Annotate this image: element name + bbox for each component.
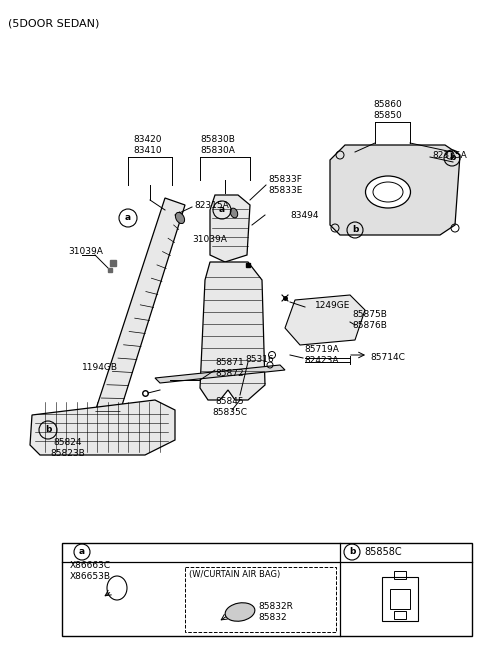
Text: b: b: [349, 548, 355, 556]
Polygon shape: [93, 198, 185, 418]
Text: 85824
85823B: 85824 85823B: [50, 438, 85, 458]
Ellipse shape: [225, 603, 255, 621]
Text: a: a: [219, 205, 225, 215]
Ellipse shape: [230, 208, 238, 218]
Text: 1194GB: 1194GB: [82, 363, 118, 373]
Text: 85830B
85830A: 85830B 85830A: [201, 135, 235, 155]
Ellipse shape: [365, 176, 410, 208]
Text: 85858C: 85858C: [364, 547, 402, 557]
Text: 85871
85872: 85871 85872: [215, 358, 244, 378]
Polygon shape: [330, 145, 460, 235]
Text: (5DOOR SEDAN): (5DOOR SEDAN): [8, 18, 99, 28]
Text: b: b: [45, 426, 51, 434]
Polygon shape: [200, 262, 265, 400]
Text: 85316: 85316: [245, 356, 274, 365]
Polygon shape: [210, 195, 250, 262]
Text: 85833F
85833E: 85833F 85833E: [268, 175, 302, 195]
Bar: [390, 589, 410, 609]
Bar: [62, 543, 472, 636]
Text: 83494: 83494: [290, 211, 319, 220]
Text: 31039A: 31039A: [68, 247, 103, 256]
Polygon shape: [30, 400, 175, 455]
Text: b: b: [352, 226, 358, 234]
Text: 85845
85835C: 85845 85835C: [213, 397, 248, 417]
Text: 83420
83410: 83420 83410: [134, 135, 162, 155]
Text: b: b: [449, 154, 455, 163]
Text: 31039A: 31039A: [192, 236, 227, 245]
Bar: [394, 571, 406, 579]
Polygon shape: [285, 295, 365, 345]
Text: a: a: [125, 213, 131, 222]
Ellipse shape: [175, 213, 185, 224]
Text: (W/CURTAIN AIR BAG): (W/CURTAIN AIR BAG): [189, 571, 280, 579]
Bar: [394, 611, 406, 619]
Polygon shape: [155, 365, 285, 383]
Text: 85714C: 85714C: [370, 354, 405, 363]
Text: 85875B
85876B: 85875B 85876B: [352, 310, 387, 330]
Text: 85719A
82423A: 85719A 82423A: [304, 345, 339, 365]
Text: 85832R
85832: 85832R 85832: [258, 602, 293, 622]
Text: a: a: [79, 548, 85, 556]
Text: 85860
85850: 85860 85850: [373, 100, 402, 120]
Text: 82315A: 82315A: [432, 150, 467, 159]
Bar: [185, 567, 336, 632]
Text: X86663C
X86653B: X86663C X86653B: [70, 561, 111, 581]
Text: 1249GE: 1249GE: [315, 300, 350, 310]
Bar: [382, 577, 418, 621]
Text: 82315A: 82315A: [194, 201, 229, 209]
